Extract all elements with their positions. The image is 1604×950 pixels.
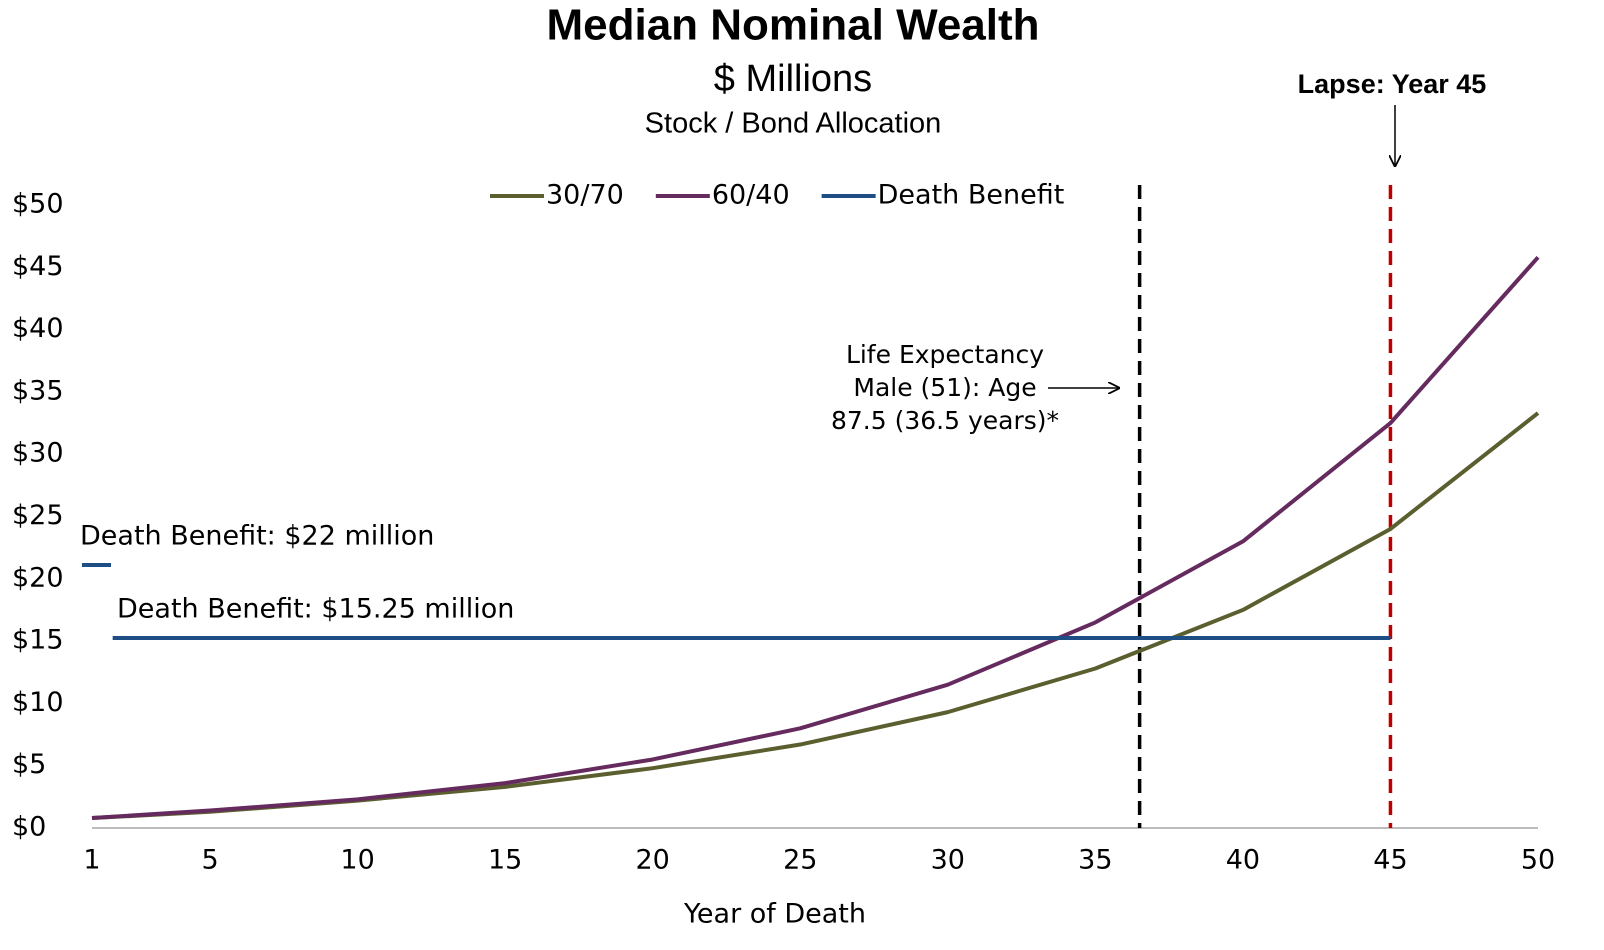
x-tick-label: 40 [1226, 845, 1260, 876]
x-axis-label: Year of Death [683, 899, 866, 930]
y-tick-label: $0 [12, 812, 46, 843]
annotation: 87.5 (36.5 years)* [831, 406, 1059, 435]
y-tick-label: $40 [12, 313, 64, 344]
y-tick-label: $25 [12, 500, 64, 531]
y-tick-label: $15 [12, 625, 64, 656]
x-tick-label: 45 [1373, 845, 1407, 876]
annotation: Male (51): Age [853, 373, 1036, 402]
legend-label: Death Benefit [878, 180, 1065, 211]
x-tick-label: 5 [201, 845, 218, 876]
x-tick-label: 10 [340, 845, 374, 876]
annotation: Death Benefit: $15.25 million [117, 594, 514, 625]
y-tick-label: $45 [12, 251, 64, 282]
y-tick-label: $5 [12, 749, 46, 780]
y-tick-label: $10 [12, 687, 64, 718]
annotation: Lapse: Year 45 [1298, 69, 1487, 99]
x-tick-label: 20 [636, 845, 670, 876]
y-tick-label: $30 [12, 438, 64, 469]
x-tick-label: 15 [488, 845, 522, 876]
chart-title: Median Nominal Wealth [546, 1, 1039, 50]
legend-label: 30/70 [546, 180, 624, 211]
annotation: Death Benefit: $22 million [80, 521, 434, 552]
chart-subtitle: $ Millions [714, 58, 872, 100]
x-tick-label: 1 [83, 845, 100, 876]
annotation: Life Expectancy [846, 340, 1044, 369]
y-tick-label: $50 [12, 189, 64, 220]
x-tick-label: 35 [1078, 845, 1112, 876]
x-tick-label: 25 [783, 845, 817, 876]
legend-label: 60/40 [712, 180, 790, 211]
y-tick-label: $20 [12, 562, 64, 593]
series-line [91, 256, 1540, 821]
x-tick-label: 30 [931, 845, 965, 876]
y-tick-label: $35 [12, 375, 64, 406]
x-tick-label: 50 [1521, 845, 1555, 876]
chart-subtitle: Stock / Bond Allocation [645, 108, 942, 140]
